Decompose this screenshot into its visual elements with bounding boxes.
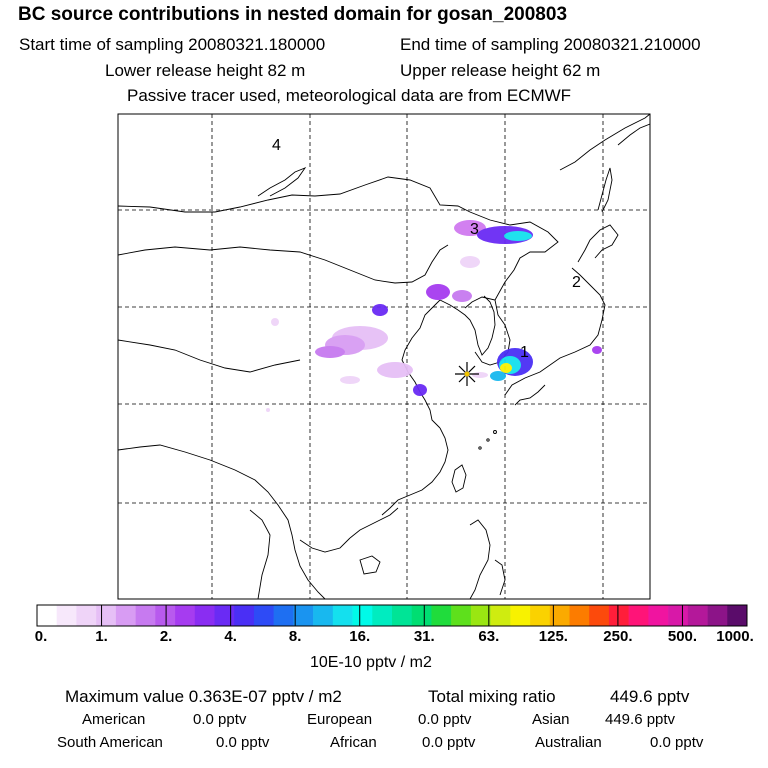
colorbar-swatch: [293, 605, 314, 626]
colorbar-swatch: [648, 605, 669, 626]
colorbar-swatch: [569, 605, 590, 626]
colorbar-swatch: [451, 605, 472, 626]
colorbar-tick-label: 125.: [538, 628, 568, 645]
contribution-value: 0.0 pptv: [193, 711, 247, 728]
total-mixing-label: Total mixing ratio: [428, 687, 556, 706]
colorbar-swatch: [687, 605, 708, 626]
contribution-value: 0.0 pptv: [422, 734, 476, 751]
colorbar-units: 10E-10 pptv / m2: [310, 654, 432, 671]
colorbar-swatch: [96, 605, 117, 626]
colorbar-tick-label: 16.: [349, 628, 371, 645]
contribution-value: 0.0 pptv: [418, 711, 472, 728]
contribution-name: African: [330, 734, 377, 751]
colorbar-tick-label: 2.: [159, 628, 173, 645]
colorbar-swatch: [431, 605, 452, 626]
contribution-value: 0.0 pptv: [216, 734, 270, 751]
colorbar-swatch: [628, 605, 649, 626]
colorbar-swatch: [490, 605, 511, 626]
colorbar-swatch: [194, 605, 215, 626]
region-label-2: 2: [572, 274, 581, 291]
colorbar-swatch: [175, 605, 196, 626]
contribution-value: 0.0 pptv: [650, 734, 704, 751]
total-mixing-value: 449.6 pptv: [610, 687, 690, 706]
colorbar-swatch: [608, 605, 629, 626]
colorbar-tick-label: 1000.: [716, 628, 754, 645]
region-label-1: 1: [520, 344, 529, 361]
contribution-name: South American: [57, 734, 163, 751]
colorbar-swatch: [56, 605, 77, 626]
colorbar-swatch: [530, 605, 551, 626]
concentration-plume: [266, 220, 602, 412]
contribution-name: European: [307, 711, 373, 728]
region-label-4: 4: [272, 137, 281, 154]
colorbar-swatch: [352, 605, 373, 626]
colorbar-swatch: [411, 605, 432, 626]
colorbar-tick-label: 8.: [288, 628, 302, 645]
colorbar-frame: [36, 604, 748, 627]
colorbar-swatch: [76, 605, 97, 626]
region-label-3: 3: [470, 221, 479, 238]
colorbar-tick-label: 31.: [413, 628, 435, 645]
maximum-value: Maximum value 0.363E-07 pptv / m2: [65, 687, 342, 706]
colorbar-swatch: [470, 605, 491, 626]
contribution-name: Australian: [535, 734, 602, 751]
colorbar-tick-label: 0.: [34, 628, 48, 645]
end-time-label: End time of sampling 20080321.210000: [400, 35, 701, 54]
colorbar-swatch: [668, 605, 689, 626]
model-note: Passive tracer used, meteorological data…: [127, 86, 572, 105]
start-time-label: Start time of sampling 20080321.180000: [19, 35, 326, 54]
colorbar-swatch: [37, 605, 58, 626]
colorbar-swatch: [372, 605, 393, 626]
colorbar-swatch: [135, 605, 156, 626]
colorbar-swatch: [332, 605, 353, 626]
coastlines: [118, 114, 650, 599]
colorbar-swatch: [727, 605, 748, 626]
upper-release-label: Upper release height 62 m: [400, 61, 601, 80]
colorbar-tick-label: 63.: [478, 628, 500, 645]
contribution-value: 449.6 pptv: [605, 711, 676, 728]
colorbar-swatch: [214, 605, 235, 626]
colorbar-swatch: [549, 605, 570, 626]
colorbar-tick-label: 250.: [603, 628, 633, 645]
colorbar: [36, 604, 748, 627]
colorbar-swatch: [392, 605, 413, 626]
colorbar-swatch: [253, 605, 274, 626]
colorbar-tick-label: 500.: [667, 628, 698, 645]
lower-release-label: Lower release height 82 m: [105, 61, 306, 80]
page-title: BC source contributions in nested domain…: [18, 4, 568, 25]
colorbar-swatch: [115, 605, 136, 626]
star-icon: [455, 362, 479, 386]
colorbar-swatch: [510, 605, 531, 626]
colorbar-swatch: [234, 605, 255, 626]
colorbar-swatch: [589, 605, 610, 626]
colorbar-tick-label: 4.: [224, 628, 237, 645]
map-frame: [117, 113, 651, 600]
colorbar-swatch: [707, 605, 728, 626]
colorbar-swatch: [313, 605, 334, 626]
colorbar-swatch: [273, 605, 294, 626]
contribution-name: Asian: [532, 711, 570, 728]
colorbar-swatch: [155, 605, 176, 626]
contribution-name: American: [82, 711, 146, 728]
colorbar-tick-label: 1.: [95, 628, 108, 645]
